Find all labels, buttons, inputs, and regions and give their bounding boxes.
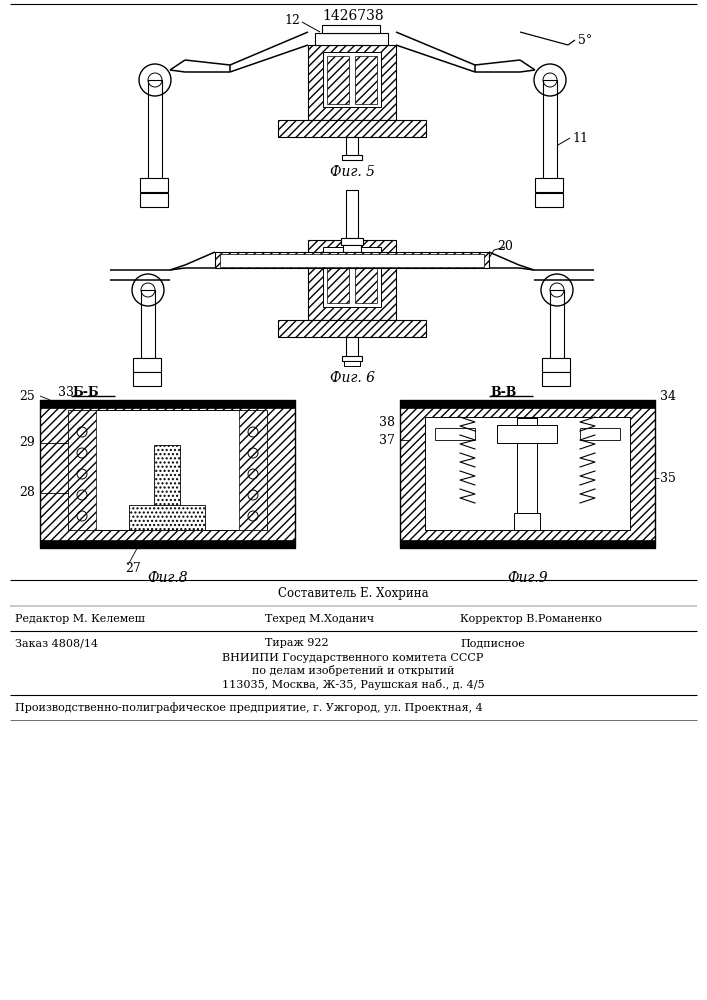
- Bar: [346, 190, 358, 240]
- Bar: [346, 337, 358, 357]
- Bar: [342, 356, 362, 361]
- Bar: [308, 45, 396, 120]
- Text: 28: 28: [19, 487, 35, 499]
- Bar: [308, 240, 396, 320]
- Text: Заказ 4808/14: Заказ 4808/14: [15, 638, 98, 648]
- Bar: [400, 400, 655, 408]
- Bar: [322, 25, 380, 33]
- Bar: [40, 540, 295, 548]
- Bar: [220, 254, 484, 267]
- Bar: [215, 252, 489, 268]
- Text: 33: 33: [58, 385, 74, 398]
- Bar: [355, 253, 377, 303]
- Bar: [278, 320, 426, 337]
- Bar: [344, 361, 360, 366]
- Text: 34: 34: [660, 389, 676, 402]
- Text: 113035, Москва, Ж-35, Раушская наб., д. 4/5: 113035, Москва, Ж-35, Раушская наб., д. …: [222, 678, 484, 690]
- Bar: [517, 418, 537, 513]
- Bar: [342, 155, 362, 160]
- Text: ВНИИПИ Государственного комитета СССР: ВНИИПИ Государственного комитета СССР: [222, 653, 484, 663]
- Text: Фиг.9: Фиг.9: [507, 571, 548, 585]
- Bar: [343, 245, 361, 252]
- Bar: [497, 425, 557, 443]
- Bar: [580, 428, 620, 440]
- Bar: [400, 540, 655, 548]
- Text: 12: 12: [284, 13, 300, 26]
- Bar: [327, 56, 349, 104]
- Text: Производственно-полиграфическое предприятие, г. Ужгород, ул. Проектная, 4: Производственно-полиграфическое предприя…: [15, 703, 483, 713]
- Bar: [346, 137, 358, 157]
- Bar: [148, 80, 162, 180]
- Bar: [535, 193, 563, 207]
- Text: Корректор В.Романенко: Корректор В.Романенко: [460, 614, 602, 624]
- Bar: [40, 400, 295, 548]
- Text: 27: 27: [125, 562, 141, 574]
- Bar: [140, 193, 168, 207]
- Bar: [323, 247, 381, 307]
- Bar: [425, 417, 630, 530]
- Bar: [323, 52, 381, 107]
- Text: Фиг.8: Фиг.8: [147, 571, 188, 585]
- Text: Подписное: Подписное: [460, 638, 525, 648]
- Bar: [133, 358, 161, 372]
- Text: 20: 20: [497, 240, 513, 253]
- Bar: [542, 358, 570, 372]
- Text: Б-Б: Б-Б: [72, 385, 98, 398]
- Bar: [129, 505, 205, 530]
- Bar: [140, 178, 168, 192]
- Text: 11: 11: [572, 131, 588, 144]
- Bar: [543, 80, 557, 180]
- Text: 1426738: 1426738: [322, 9, 384, 23]
- Text: 35: 35: [660, 472, 676, 485]
- Bar: [315, 33, 388, 45]
- Bar: [133, 372, 161, 386]
- Text: 29: 29: [19, 436, 35, 450]
- Text: Тираж 922: Тираж 922: [265, 638, 329, 648]
- Bar: [278, 120, 426, 137]
- Text: по делам изобретений и открытий: по делам изобретений и открытий: [252, 666, 454, 676]
- Bar: [550, 290, 564, 360]
- Bar: [400, 400, 655, 548]
- Text: Составитель Е. Хохрина: Составитель Е. Хохрина: [278, 587, 428, 600]
- Text: Фиг. 6: Фиг. 6: [330, 371, 375, 385]
- Bar: [239, 410, 267, 530]
- Text: В-В: В-В: [490, 385, 516, 398]
- Text: Техред М.Ходанич: Техред М.Ходанич: [265, 614, 374, 624]
- Bar: [435, 428, 475, 440]
- Text: Фиг. 5: Фиг. 5: [330, 165, 375, 179]
- Bar: [68, 410, 267, 530]
- Bar: [535, 178, 563, 192]
- Bar: [40, 400, 295, 408]
- Bar: [68, 410, 96, 530]
- Text: 37: 37: [379, 434, 395, 446]
- Text: 5°: 5°: [578, 33, 592, 46]
- Text: 25: 25: [19, 389, 35, 402]
- Bar: [355, 56, 377, 104]
- Bar: [542, 372, 570, 386]
- Text: Редактор М. Келемеш: Редактор М. Келемеш: [15, 614, 145, 624]
- Bar: [341, 238, 363, 245]
- Bar: [141, 290, 155, 360]
- Text: 38: 38: [379, 416, 395, 430]
- Bar: [514, 513, 540, 530]
- Bar: [327, 253, 349, 303]
- Bar: [154, 445, 180, 530]
